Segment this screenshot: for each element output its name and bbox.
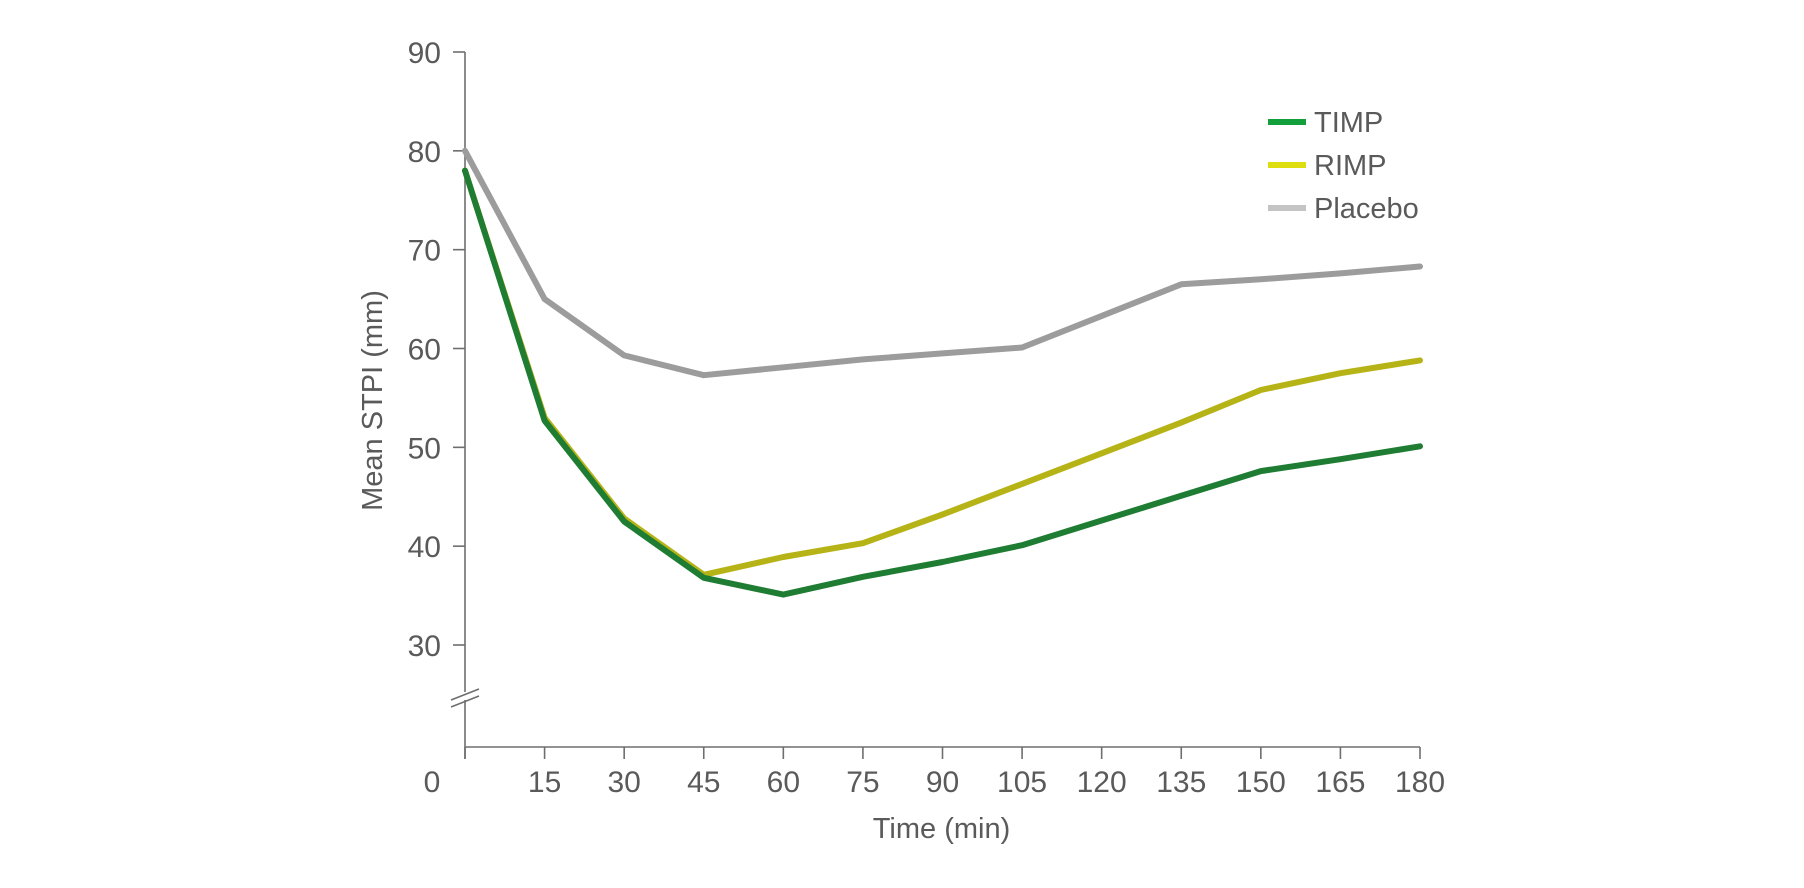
y-axis-title: Mean STPI (mm) [357,290,389,511]
y-tick-label: 30 [408,630,441,663]
y-tick-label: 90 [408,37,441,70]
series-line-rimp [462,167,1423,578]
x-axis-origin-label: 0 [424,766,441,799]
y-tick-label: 40 [408,531,441,564]
x-tick-label: 135 [1156,766,1206,799]
y-tick-label: 80 [408,136,441,169]
y-tick-label: 50 [408,432,441,465]
x-tick-label: 60 [767,766,800,799]
x-tick-label: 15 [528,766,561,799]
axis-break-stroke [450,688,480,701]
x-tick-label: 150 [1236,766,1286,799]
legend-label-timp: TIMP [1314,107,1383,139]
legend-label-placebo: Placebo [1314,193,1419,225]
x-tick-label: 105 [997,766,1047,799]
y-axis-break-mark [450,688,480,708]
series-line-timp [462,167,1423,598]
x-tick-label: 90 [926,766,959,799]
x-tick-label: 75 [846,766,879,799]
x-tick-label: 165 [1315,766,1365,799]
y-tick-label: 60 [408,334,441,367]
series-line-placebo [462,147,1423,379]
legend-label-rimp: RIMP [1314,150,1387,182]
x-tick-label: 30 [607,766,640,799]
y-tick-label: 70 [408,235,441,268]
series-lines [462,147,1423,598]
axis-break-stroke [450,695,480,708]
legend: TIMP RIMP Placebo [1268,107,1419,225]
x-tick-label: 120 [1077,766,1127,799]
x-axis-ticks: 15 30 45 60 75 90 105 120 135 150 165 180 [464,747,1445,799]
x-axis-title: Time (min) [873,813,1010,845]
x-tick-label: 45 [687,766,720,799]
x-tick-label: 180 [1395,766,1445,799]
axes [450,52,1420,759]
y-axis-ticks: 30 40 50 60 70 80 90 [408,37,465,663]
